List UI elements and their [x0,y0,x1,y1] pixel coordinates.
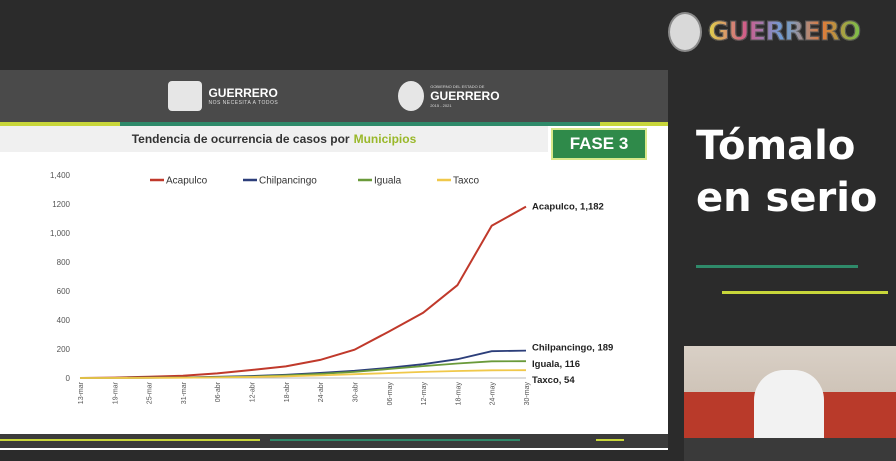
guerrero-logo-icon [168,81,203,111]
y-tick-label: 1,000 [50,229,71,238]
x-tick-label: 31-mar [181,381,188,404]
logo-sub-text: NOS NECESITA A TODOS [208,100,279,106]
series-line-acapulco [79,205,527,379]
x-tick-label: 12-abr [250,381,257,402]
y-tick-label: 800 [57,258,71,267]
slide-header: GUERRERO NOS NECESITA A TODOS GOBIERNO D… [0,70,668,122]
brand-wordmark: GUERRERO [707,17,861,48]
x-tick-label: 24-abr [318,381,325,402]
presentation-slide: GUERRERO NOS NECESITA A TODOS GOBIERNO D… [0,70,668,450]
state-seal-icon [668,12,702,52]
x-tick-label: 25-mar [147,381,154,404]
side-message-line1: Tómalo [696,123,856,169]
speaker-desk [684,438,896,461]
legend-label-acapulco: Acapulco [166,176,208,187]
y-tick-label: 1200 [52,200,70,209]
accent-strip-green [120,122,600,126]
guerrero-brand: GUERRERO [668,8,888,56]
side-message: Tómalo en serio [684,120,896,224]
speaker-video [684,346,896,461]
cases-line-chart: 0 200 400 600 800 1,000 1200 1,400 13-mar 19-mar 2… [50,171,613,406]
x-tick-label: 30-may [524,382,531,406]
end-label-iguala: Iguala, 116 [532,359,580,370]
x-tick-label: 06-may [387,382,394,406]
x-tick-label: 13-mar [78,381,85,404]
side-rule-yellow [722,291,888,294]
gov-year-text: 2015 - 2021 [430,103,452,108]
side-message-line2: en serio [696,175,878,221]
legend-label-iguala: Iguala [374,176,402,187]
x-tick-label: 12-may [421,382,428,406]
x-tick-label: 18-may [455,382,462,406]
x-tick-label: 06-abr [215,381,222,402]
government-seal-icon [398,81,425,111]
slide-footer [0,434,668,448]
y-tick-label: 1,400 [50,171,71,180]
legend-label-taxco: Taxco [453,176,480,187]
x-tick-label: 19-mar [112,381,119,404]
guerrero-logo: GUERRERO NOS NECESITA A TODOS [168,81,278,111]
chart-title-prefix: Tendencia de ocurrencia de casos por [131,132,350,146]
phase-badge: FASE 3 [551,128,647,160]
series-line-taxco [80,369,527,379]
side-rule-green [696,265,858,268]
gov-sub-text: GOBIERNO DEL ESTADO DE [430,84,485,89]
y-tick-label: 600 [57,287,71,296]
government-logo: GOBIERNO DEL ESTADO DE GUERRERO 2015 - 2… [398,81,500,111]
x-tick-label: 30-abr [352,381,359,402]
y-tick-label: 400 [57,316,71,325]
x-tick-label: 24-may [490,382,497,406]
end-label-chilpancingo: Chilpancingo, 189 [532,343,613,354]
y-tick-label: 200 [57,345,71,354]
gov-main-text: GUERRERO [430,89,500,103]
y-tick-label: 0 [66,374,71,383]
x-tick-label: 18-abr [284,381,291,402]
logo-main-text: GUERRERO [208,86,278,100]
legend-label-chilpancingo: Chilpancingo [259,176,317,187]
end-label-acapulco: Acapulco, 1,182 [532,202,604,213]
end-label-taxco: Taxco, 54 [532,375,575,386]
chart-title-highlight: Municipios [353,132,417,146]
chart-title: Tendencia de ocurrencia de casos por Mun… [0,126,548,152]
